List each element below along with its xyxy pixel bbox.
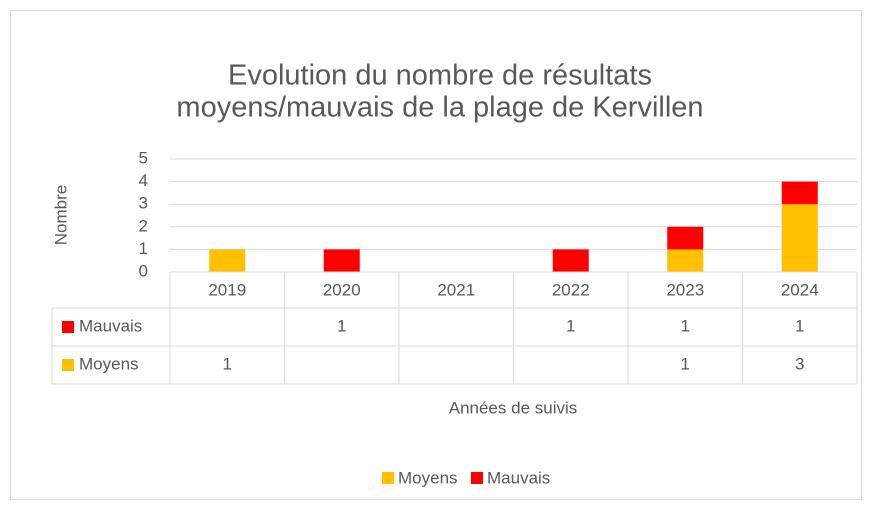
table-row-label: Mauvais — [79, 316, 142, 335]
y-tick-label: 4 — [139, 171, 148, 190]
legend-label: Moyens — [398, 468, 458, 487]
bar — [209, 249, 246, 272]
y-tick-label: 5 — [139, 148, 148, 167]
bar — [667, 226, 704, 250]
legend-key — [382, 472, 394, 484]
legend-label: Mauvais — [487, 468, 550, 487]
bar — [323, 249, 360, 272]
y-tick-label: 0 — [139, 261, 148, 280]
table-value: 3 — [795, 354, 804, 373]
bar — [781, 204, 818, 272]
y-tick-label: 2 — [139, 216, 148, 235]
table-value: 1 — [681, 316, 690, 335]
legend-key — [62, 321, 74, 333]
x-axis-title: Années de suivis — [449, 398, 578, 417]
table-value: 1 — [795, 316, 804, 335]
table-value: 1 — [337, 316, 346, 335]
table-row-label: Moyens — [79, 354, 139, 373]
x-tick-label: 2023 — [666, 280, 704, 299]
bar — [667, 249, 704, 272]
bar — [552, 249, 589, 272]
legend-key — [471, 472, 483, 484]
chart-frame — [10, 10, 862, 500]
table-value: 1 — [223, 354, 232, 373]
x-tick-label: 2019 — [208, 280, 246, 299]
bar — [781, 181, 818, 205]
chart-title: moyens/mauvais de la plage de Kervillen — [176, 92, 703, 124]
x-tick-label: 2024 — [781, 280, 819, 299]
x-tick-label: 2022 — [552, 280, 590, 299]
table-value: 1 — [681, 354, 690, 373]
legend-key — [62, 359, 74, 371]
table-value: 1 — [566, 316, 575, 335]
y-tick-label: 1 — [139, 239, 148, 258]
y-axis-title: Nombre — [51, 185, 70, 245]
y-tick-label: 3 — [139, 194, 148, 213]
x-tick-label: 2020 — [323, 280, 361, 299]
chart-title: Evolution du nombre de résultats — [228, 60, 652, 92]
x-tick-label: 2021 — [437, 280, 475, 299]
